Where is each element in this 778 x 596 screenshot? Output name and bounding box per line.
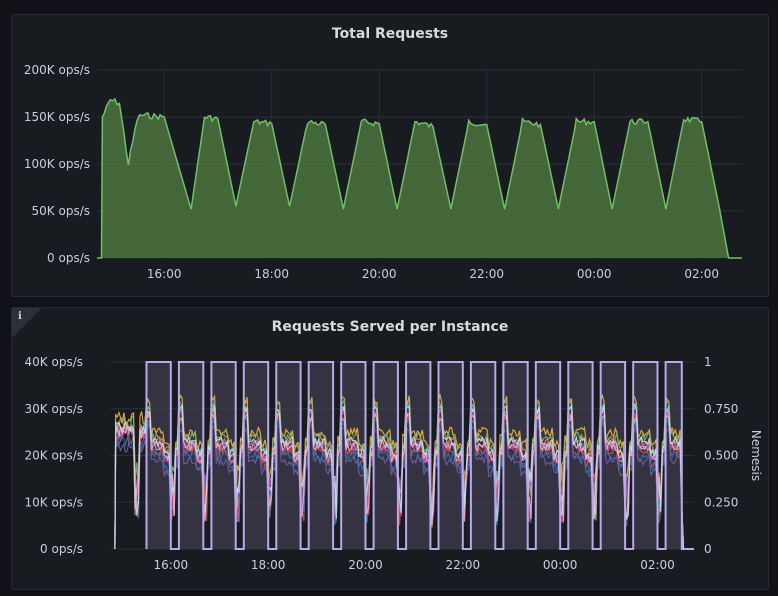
panel-title[interactable]: Total Requests bbox=[331, 26, 449, 42]
x-tick-label: 16:00 bbox=[154, 558, 189, 572]
y2-tick-label: 0 bbox=[704, 542, 712, 556]
y-tick-label: 100K ops/s bbox=[24, 157, 90, 171]
y2-tick-label: 0.750 bbox=[704, 402, 738, 416]
y-tick-label: 0 ops/s bbox=[47, 251, 90, 265]
info-icon[interactable]: i bbox=[18, 311, 22, 322]
y2-tick-label: 0.250 bbox=[704, 495, 738, 509]
requests-per-instance-chart: 0 ops/s 10K ops/s 20K ops/s 30K ops/s 40K op… bbox=[25, 355, 763, 572]
x-tick-label: 20:00 bbox=[348, 558, 383, 572]
info-corner[interactable] bbox=[12, 308, 42, 338]
x-tick-label: 20:00 bbox=[362, 267, 397, 281]
panel-title[interactable]: Requests Served per Instance bbox=[271, 319, 509, 335]
total-requests-chart: 0 ops/s 50K ops/s 100K ops/s 150K ops/s 200K… bbox=[24, 63, 742, 281]
y-tick-label: 150K ops/s bbox=[24, 110, 90, 124]
x-tick-label: 02:00 bbox=[684, 267, 719, 281]
series-line bbox=[97, 97, 742, 259]
y-tick-label: 0 ops/s bbox=[40, 542, 83, 556]
y-tick-label: 200K ops/s bbox=[24, 63, 90, 77]
y-tick-label: 30K ops/s bbox=[25, 402, 83, 416]
x-tick-label: 16:00 bbox=[147, 267, 182, 281]
nemesis-line bbox=[145, 361, 694, 550]
y-tick-label: 10K ops/s bbox=[25, 495, 83, 509]
y-tick-label: 20K ops/s bbox=[25, 449, 83, 463]
x-tick-label: 22:00 bbox=[469, 267, 504, 281]
requests-per-instance-panel[interactable]: i Requests Served per Instance 0 ops/s 10… bbox=[11, 307, 769, 590]
y2-axis-label: Nemesis bbox=[749, 430, 763, 481]
y2-tick-label: 1 bbox=[704, 355, 712, 369]
y-tick-label: 40K ops/s bbox=[25, 355, 83, 369]
series-area bbox=[97, 99, 742, 258]
x-tick-label: 18:00 bbox=[254, 267, 289, 281]
nemesis-area bbox=[146, 362, 694, 549]
total-requests-panel[interactable]: Total Requests 0 ops/s 50K ops/s 100K ops/… bbox=[11, 14, 769, 297]
y-tick-label: 50K ops/s bbox=[32, 204, 90, 218]
x-tick-label: 00:00 bbox=[543, 558, 578, 572]
y2-tick-label: 0.500 bbox=[704, 449, 738, 463]
x-tick-label: 18:00 bbox=[251, 558, 286, 572]
x-tick-label: 22:00 bbox=[446, 558, 481, 572]
x-tick-label: 00:00 bbox=[577, 267, 612, 281]
x-tick-label: 02:00 bbox=[640, 558, 675, 572]
